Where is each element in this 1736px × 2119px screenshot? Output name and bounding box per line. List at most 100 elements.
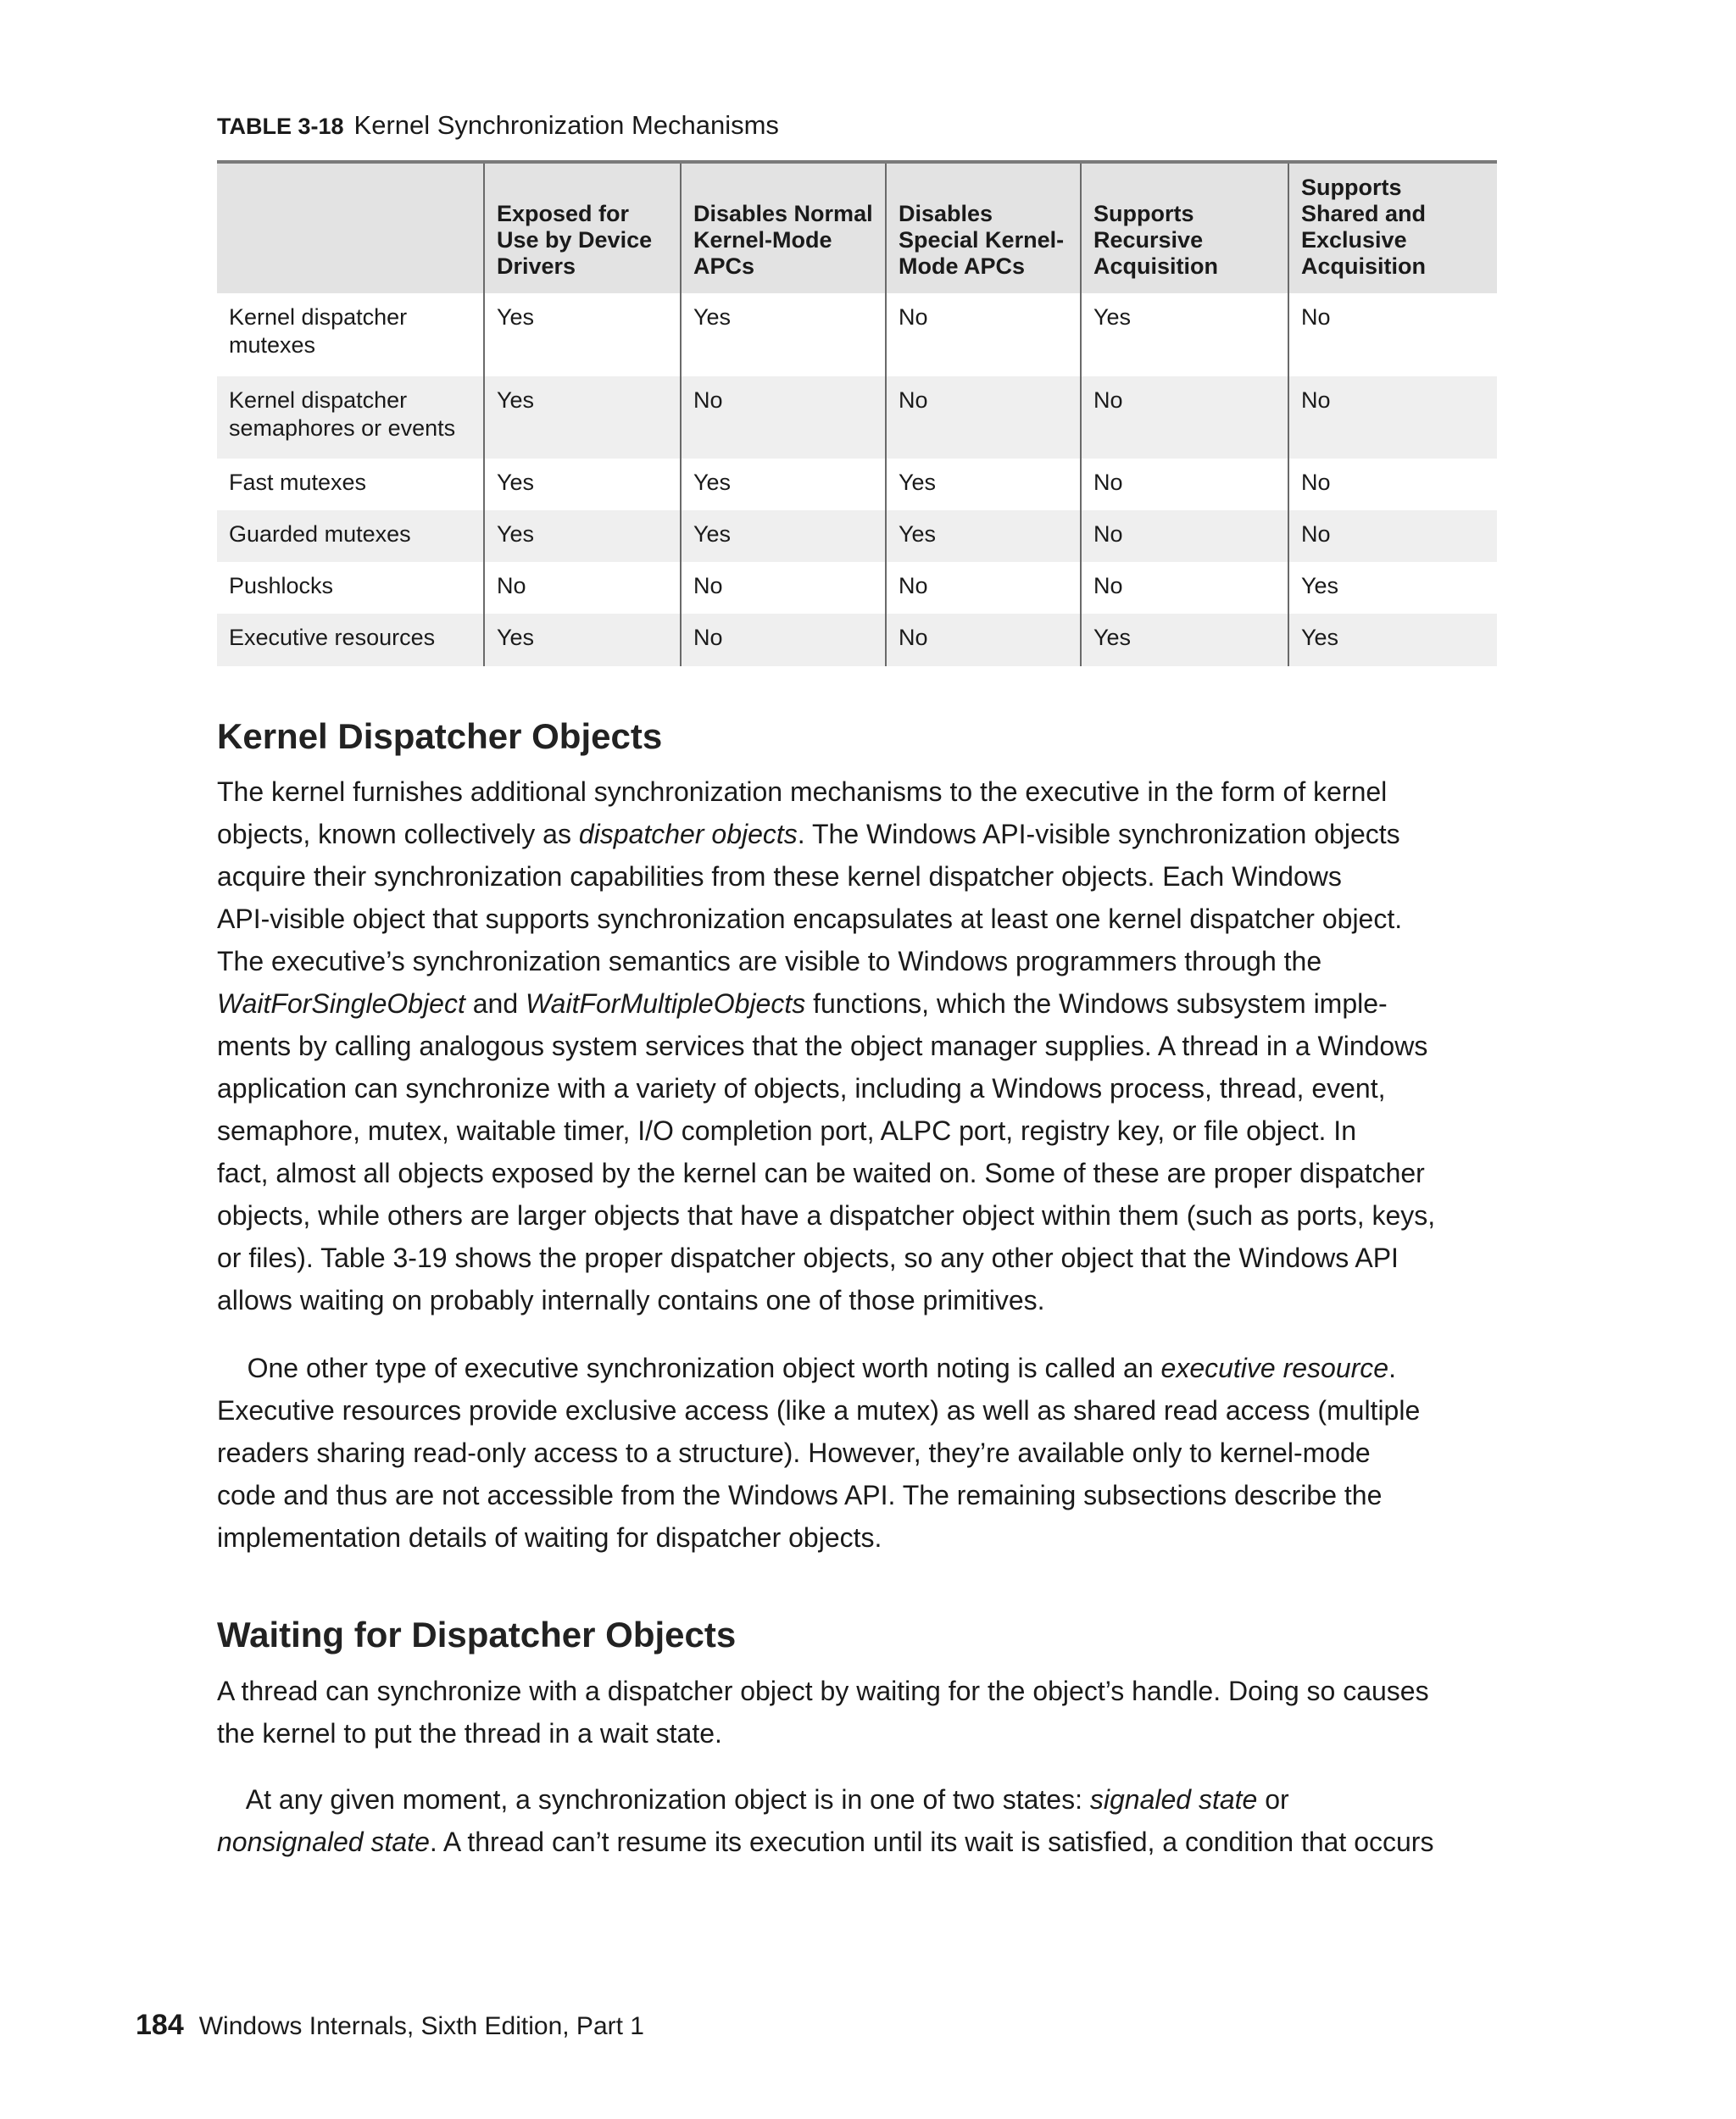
text-line: or files). Table 3-19 shows the proper d… [217, 1237, 1435, 1279]
row-label: Guarded mutexes [229, 521, 411, 547]
row-label: Pushlocks [229, 573, 334, 598]
page-number: 184 [136, 2009, 184, 2041]
table-row: Fast mutexes Yes Yes Yes No No [217, 459, 1497, 510]
text-line: semaphore, mutex, waitable timer, I/O co… [217, 1110, 1435, 1152]
text-run: the kernel to put the thread in a wait s… [217, 1718, 722, 1749]
text-line: nonsignaled state. A thread can’t resume… [217, 1821, 1433, 1863]
table-cell: No [1288, 510, 1497, 562]
text-line: The executive’s synchronization semantic… [217, 940, 1435, 982]
text-run: One other type of executive synchronizat… [217, 1353, 1161, 1383]
table-cell: Yes [483, 614, 681, 666]
column-header: Disables Normal Kernel-Mode APCs [680, 162, 886, 293]
table-cell: Yes [1288, 614, 1497, 666]
book-title: Windows Internals, Sixth Edition, Part 1 [198, 2012, 644, 2040]
table-row: Pushlocks No No No No Yes [217, 562, 1497, 614]
text-line: API-visible object that supports synchro… [217, 898, 1435, 940]
table-cell: Yes [680, 293, 886, 376]
text-run: code and thus are not accessible from th… [217, 1480, 1383, 1510]
text-run: semaphore, mutex, waitable timer, I/O co… [217, 1115, 1356, 1146]
table-cell: No [1080, 562, 1288, 614]
text-run: Executive resources provide exclusive ac… [217, 1395, 1421, 1426]
text-run: The kernel furnishes additional synchron… [217, 776, 1388, 807]
emphasized-term: WaitForSingleObject [217, 988, 465, 1019]
row-label: Executive resources [229, 625, 436, 650]
section-heading: Kernel Dispatcher Objects [217, 716, 663, 756]
table-cell: No [680, 376, 886, 459]
table-cell: Yes [885, 510, 1081, 562]
table-cell: No [885, 293, 1081, 376]
text-line: code and thus are not accessible from th… [217, 1474, 1420, 1516]
table-row: Kernel dispatcher mutexes Yes Yes No Yes No [217, 293, 1497, 376]
body-paragraph: At any given moment, a synchronization o… [217, 1778, 1433, 1863]
text-line: One other type of executive synchronizat… [217, 1347, 1420, 1389]
table-cell: No [885, 562, 1081, 614]
table-cell: No [1288, 293, 1497, 376]
text-run: objects, known collectively as [217, 819, 579, 849]
text-run: A thread can synchronize with a dispatch… [217, 1676, 1429, 1706]
page-footer: 184 Windows Internals, Sixth Edition, Par… [136, 2009, 644, 2042]
text-line: Executive resources provide exclusive ac… [217, 1389, 1420, 1432]
table-cell: No [483, 562, 681, 614]
text-run: fact, almost all objects exposed by the … [217, 1158, 1425, 1188]
text-run: and [465, 988, 526, 1019]
emphasized-term: WaitForMultipleObjects [526, 988, 806, 1019]
table-cell: No [885, 376, 1081, 459]
table-cell: Yes [1080, 614, 1288, 666]
body-paragraph: One other type of executive synchronizat… [217, 1347, 1420, 1559]
text-line: allows waiting on probably internally co… [217, 1279, 1435, 1321]
text-run: readers sharing read-only access to a st… [217, 1438, 1371, 1468]
table-row: Guarded mutexes Yes Yes Yes No No [217, 510, 1497, 562]
table-cell: Yes [483, 510, 681, 562]
emphasized-term: signaled state [1089, 1784, 1258, 1815]
table-label: TABLE 3-18 [217, 114, 344, 139]
table-cell: No [1288, 376, 1497, 459]
row-label: Kernel dispatcher semaphores or events [229, 387, 456, 441]
text-run: The executive’s synchronization semantic… [217, 946, 1322, 976]
table-cell: Yes [680, 459, 886, 510]
table-cell: No [885, 614, 1081, 666]
text-line: the kernel to put the thread in a wait s… [217, 1712, 1429, 1755]
row-label: Kernel dispatcher mutexes [229, 304, 408, 358]
table-header-row: Exposed for Use by Device Drivers Disable… [217, 162, 1497, 293]
section-heading: Waiting for Dispatcher Objects [217, 1615, 737, 1655]
text-line: fact, almost all objects exposed by the … [217, 1152, 1435, 1194]
table-cell: No [680, 562, 886, 614]
text-line: The kernel furnishes additional synchron… [217, 770, 1435, 813]
table-cell: Yes [483, 293, 681, 376]
text-line: At any given moment, a synchronization o… [217, 1778, 1433, 1821]
text-line: objects, while others are larger objects… [217, 1194, 1435, 1237]
text-line: objects, known collectively as dispatche… [217, 813, 1435, 855]
table-cell: Yes [483, 376, 681, 459]
column-header: Supports Recursive Acquisition [1080, 162, 1288, 293]
text-run: . The Windows API-visible synchronizatio… [797, 819, 1400, 849]
text-line: A thread can synchronize with a dispatch… [217, 1670, 1429, 1712]
text-run: or files). Table 3-19 shows the proper d… [217, 1243, 1399, 1273]
text-run: acquire their synchronization capabiliti… [217, 861, 1342, 892]
text-run: allows waiting on probably internally co… [217, 1285, 1045, 1315]
text-run: . A thread can’t resume its execution un… [429, 1827, 1434, 1857]
table-title: Kernel Synchronization Mechanisms [353, 110, 779, 140]
text-line: application can synchronize with a varie… [217, 1067, 1435, 1110]
text-run: application can synchronize with a varie… [217, 1073, 1386, 1104]
text-line: implementation details of waiting for di… [217, 1516, 1420, 1559]
text-line: readers sharing read-only access to a st… [217, 1432, 1420, 1474]
emphasized-term: dispatcher objects [578, 819, 798, 849]
table-caption: TABLE 3-18 Kernel Synchronization Mechani… [217, 110, 779, 141]
row-label: Fast mutexes [229, 470, 367, 495]
table-cell: No [1080, 459, 1288, 510]
emphasized-term: nonsignaled state [217, 1827, 430, 1857]
text-run: or [1257, 1784, 1289, 1815]
table-cell: No [1288, 459, 1497, 510]
table-row: Executive resources Yes No No Yes Yes [217, 614, 1497, 666]
sync-mechanisms-table: Exposed for Use by Device Drivers Disable… [217, 160, 1497, 666]
column-header [217, 162, 484, 293]
table-cell: No [1080, 510, 1288, 562]
table-cell: No [1080, 376, 1288, 459]
table-cell: No [680, 614, 886, 666]
column-header: Exposed for Use by Device Drivers [483, 162, 681, 293]
text-run: objects, while others are larger objects… [217, 1200, 1436, 1231]
text-run: At any given moment, a synchronization o… [217, 1784, 1090, 1815]
text-run: ments by calling analogous system servic… [217, 1031, 1428, 1061]
text-run: . [1388, 1353, 1396, 1383]
table-cell: Yes [1288, 562, 1497, 614]
